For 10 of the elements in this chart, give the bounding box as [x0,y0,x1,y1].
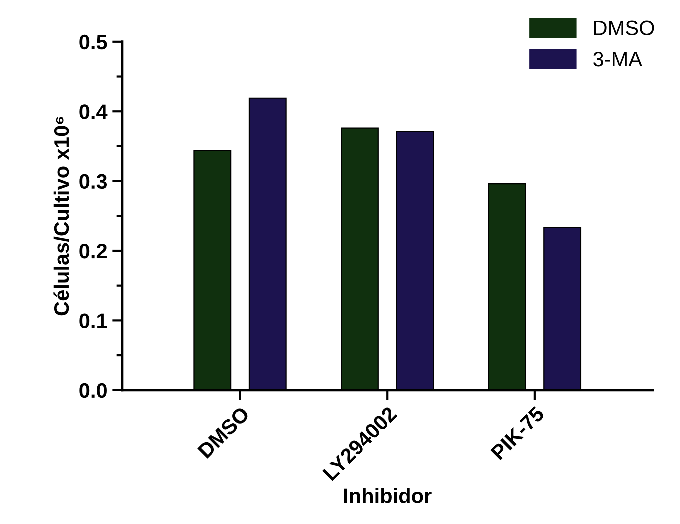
y-tick-label: 0.4 [80,104,108,120]
y-axis-title: Células/Cultivo x10⁶ [54,117,70,316]
y-tick-label: 0.1 [80,314,108,328]
y-tick-label: 0.2 [80,244,107,259]
y-tick-label: 0.5 [80,34,108,50]
y-tick-label: 0.3 [80,174,108,190]
legend-label: DMSO [594,20,654,36]
y-tick-label: 0.0 [80,383,107,398]
legend-label: 3-MA [594,52,642,67]
x-axis-title: Inhibidor [344,488,432,504]
